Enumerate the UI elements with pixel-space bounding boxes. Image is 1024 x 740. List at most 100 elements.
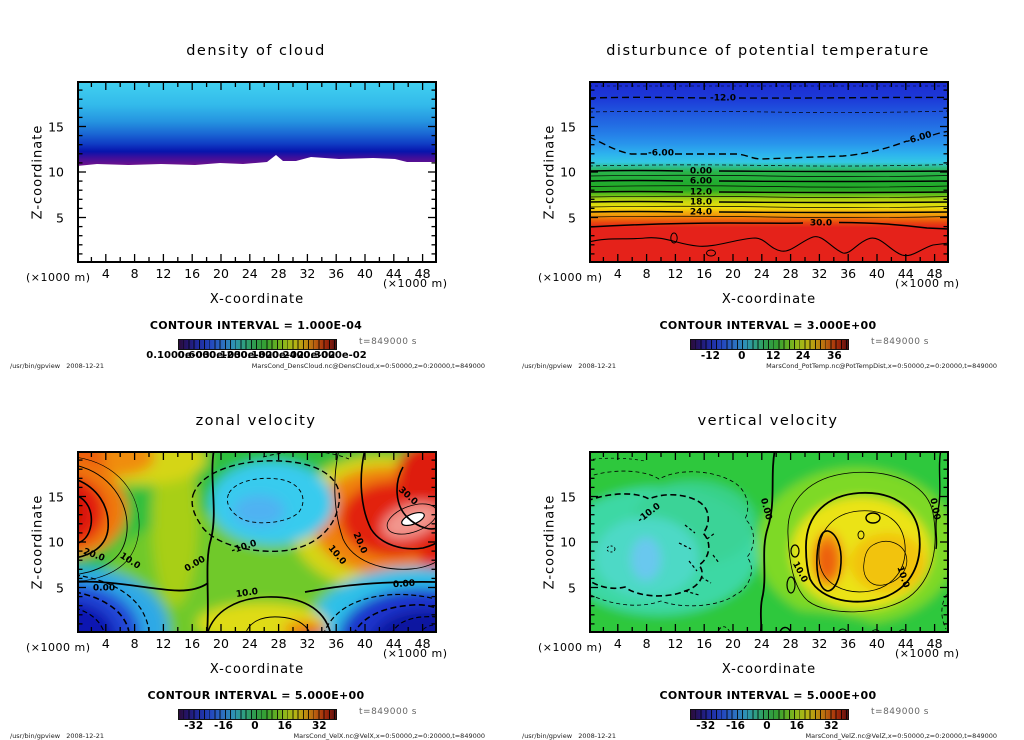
axis-ticks — [591, 83, 947, 261]
x-tick-label: 28 — [782, 266, 799, 281]
colorbar-tick-label: 0.1000e-03 — [146, 350, 210, 361]
colorbar-tick-label: 16 — [789, 720, 805, 732]
svg-text:0.00: 0.00 — [393, 579, 416, 591]
contour-fill — [77, 81, 437, 166]
colorbar-tick-label: 32 — [311, 720, 327, 732]
svg-text:-6.00: -6.00 — [648, 149, 674, 159]
plot-frame — [77, 81, 437, 263]
plot-title: vertical velocity — [697, 413, 839, 429]
contour-plot — [77, 81, 437, 263]
colorbar-tick-label: 36 — [827, 350, 842, 362]
plot-area: 20.0 10.0 0.00 0.00 -10.0 10.0 30.0 20.0… — [77, 451, 437, 633]
plot-frame — [589, 451, 949, 633]
colorbar-tick-label: 0.1800e-02 — [240, 350, 304, 361]
x-tick-label: 40 — [869, 636, 885, 651]
plot-title: zonal velocity — [195, 413, 317, 429]
footer-source: MarsCond_PotTemp.nc@PotTempDist,x=0:5000… — [766, 362, 997, 370]
x-tick-label: 44 — [897, 266, 914, 281]
x-tick-label: 20 — [725, 266, 741, 281]
y-axis-unit: (×1000 m) — [26, 641, 91, 654]
colorbar-tick-labels: -32 -16 0 16 32 — [690, 720, 847, 732]
footer-source: MarsCond_VelZ.nc@VelZ,x=0:50000,z=0:2000… — [805, 732, 997, 740]
colorbar-tick-label: 32 — [823, 720, 839, 732]
x-tick-label: 36 — [328, 266, 345, 281]
plot-title: disturbunce of potential temperature — [606, 43, 930, 59]
colorbar-tick-label: 0 — [738, 350, 746, 362]
x-tick-label: 12 — [155, 266, 172, 281]
x-tick-label: 28 — [782, 636, 799, 651]
axis-ticks — [79, 83, 435, 261]
x-tick-label: 48 — [414, 266, 431, 281]
y-axis-unit: (×1000 m) — [538, 271, 603, 284]
y-tick-labels: 5 10 15 — [512, 451, 582, 633]
y-tick-label: 15 — [48, 119, 64, 134]
y-tick-label: 5 — [568, 580, 576, 595]
x-tick-label: 40 — [357, 266, 373, 281]
x-tick-label: 48 — [414, 636, 431, 651]
x-tick-label: 8 — [642, 636, 651, 651]
x-tick-label: 16 — [184, 636, 201, 651]
svg-text:24.0: 24.0 — [690, 208, 712, 218]
panel-potential-temperature: disturbunce of potential temperature Z-c… — [512, 0, 1024, 370]
x-tick-label: 20 — [213, 636, 229, 651]
y-tick-labels: 5 10 15 — [0, 81, 70, 263]
x-tick-label: 24 — [753, 636, 770, 651]
x-tick-label: 12 — [155, 636, 172, 651]
x-tick-label: 36 — [328, 636, 345, 651]
x-tick-label: 4 — [613, 636, 622, 651]
x-axis-label: X-coordinate — [721, 292, 817, 307]
plot-footer: /usr/bin/gpview 2008-12-21 MarsCond_VelX… — [10, 732, 485, 740]
contour-interval-label: CONTOUR INTERVAL = 1.000E-04 — [149, 319, 363, 332]
colorbar-segments — [691, 340, 848, 349]
plot-frame — [77, 451, 437, 633]
x-axis-unit: (×1000 m) — [895, 277, 960, 290]
x-tick-labels: 4 8 12 16 20 24 28 32 36 40 44 48 — [589, 636, 949, 651]
y-tick-label: 15 — [48, 489, 64, 504]
x-tick-label: 20 — [725, 636, 741, 651]
plot-footer: /usr/bin/gpview 2008-12-21 MarsCond_PotT… — [522, 362, 997, 370]
colorbar-tick-label: 0 — [251, 720, 259, 732]
y-tick-label: 5 — [56, 580, 64, 595]
svg-text:18.0: 18.0 — [690, 198, 712, 208]
plot-area: -12.0 -6.00 -6.00 0.00 6.00 12.0 18.0 24… — [589, 81, 949, 263]
plot-title: density of cloud — [186, 43, 326, 59]
svg-text:-12.0: -12.0 — [710, 94, 736, 104]
y-tick-label: 10 — [48, 534, 64, 550]
x-tick-labels: 4 8 12 16 20 24 28 32 36 40 44 48 — [77, 636, 437, 651]
colorbar-segments — [179, 710, 336, 719]
x-tick-label: 28 — [270, 266, 287, 281]
svg-text:0.00: 0.00 — [927, 497, 941, 521]
colorbar-tick-label: 0.1200e-02 — [209, 350, 273, 361]
colorbar-tick-label: -32 — [184, 720, 204, 732]
colorbar-segments — [179, 340, 336, 349]
colorbar-tick-label: 0.6000e-03 — [177, 350, 242, 361]
panel-vertical-velocity: vertical velocity Z-coordinate 5 10 15 — [512, 370, 1024, 740]
y-tick-label: 15 — [560, 119, 576, 134]
time-label: t=849000 s — [871, 707, 929, 717]
contour-plot: -12.0 -6.00 -6.00 0.00 6.00 12.0 18.0 24… — [589, 81, 949, 263]
colorbar-tick-labels: -12 0 12 24 36 — [690, 350, 847, 362]
svg-text:10.0: 10.0 — [235, 587, 258, 600]
time-label: t=849000 s — [359, 337, 417, 347]
svg-text:6.00: 6.00 — [690, 177, 712, 187]
y-tick-label: 10 — [560, 164, 576, 180]
axis-ticks — [591, 453, 947, 631]
time-label: t=849000 s — [359, 707, 417, 717]
y-tick-label: 10 — [48, 164, 64, 180]
colorbar-tick-label: 12 — [765, 350, 781, 362]
y-axis-unit: (×1000 m) — [538, 641, 603, 654]
y-tick-labels: 5 10 15 — [0, 451, 70, 633]
contour-lines — [589, 85, 949, 257]
colorbar-tick-label: -16 — [214, 720, 234, 732]
x-tick-label: 36 — [840, 636, 857, 651]
x-tick-label: 4 — [101, 266, 110, 281]
colorbar — [690, 339, 849, 350]
colorbar — [690, 709, 849, 720]
contour-interval-label: CONTOUR INTERVAL = 5.000E+00 — [147, 689, 365, 702]
colorbar-tick-label: 24 — [795, 350, 811, 362]
footer-command: /usr/bin/gpview 2008-12-21 — [10, 732, 104, 740]
colorbar-tick-label: -12 — [700, 350, 720, 362]
x-tick-labels: 4 8 12 16 20 24 28 32 36 40 44 48 — [77, 266, 437, 281]
x-tick-label: 28 — [270, 636, 287, 651]
